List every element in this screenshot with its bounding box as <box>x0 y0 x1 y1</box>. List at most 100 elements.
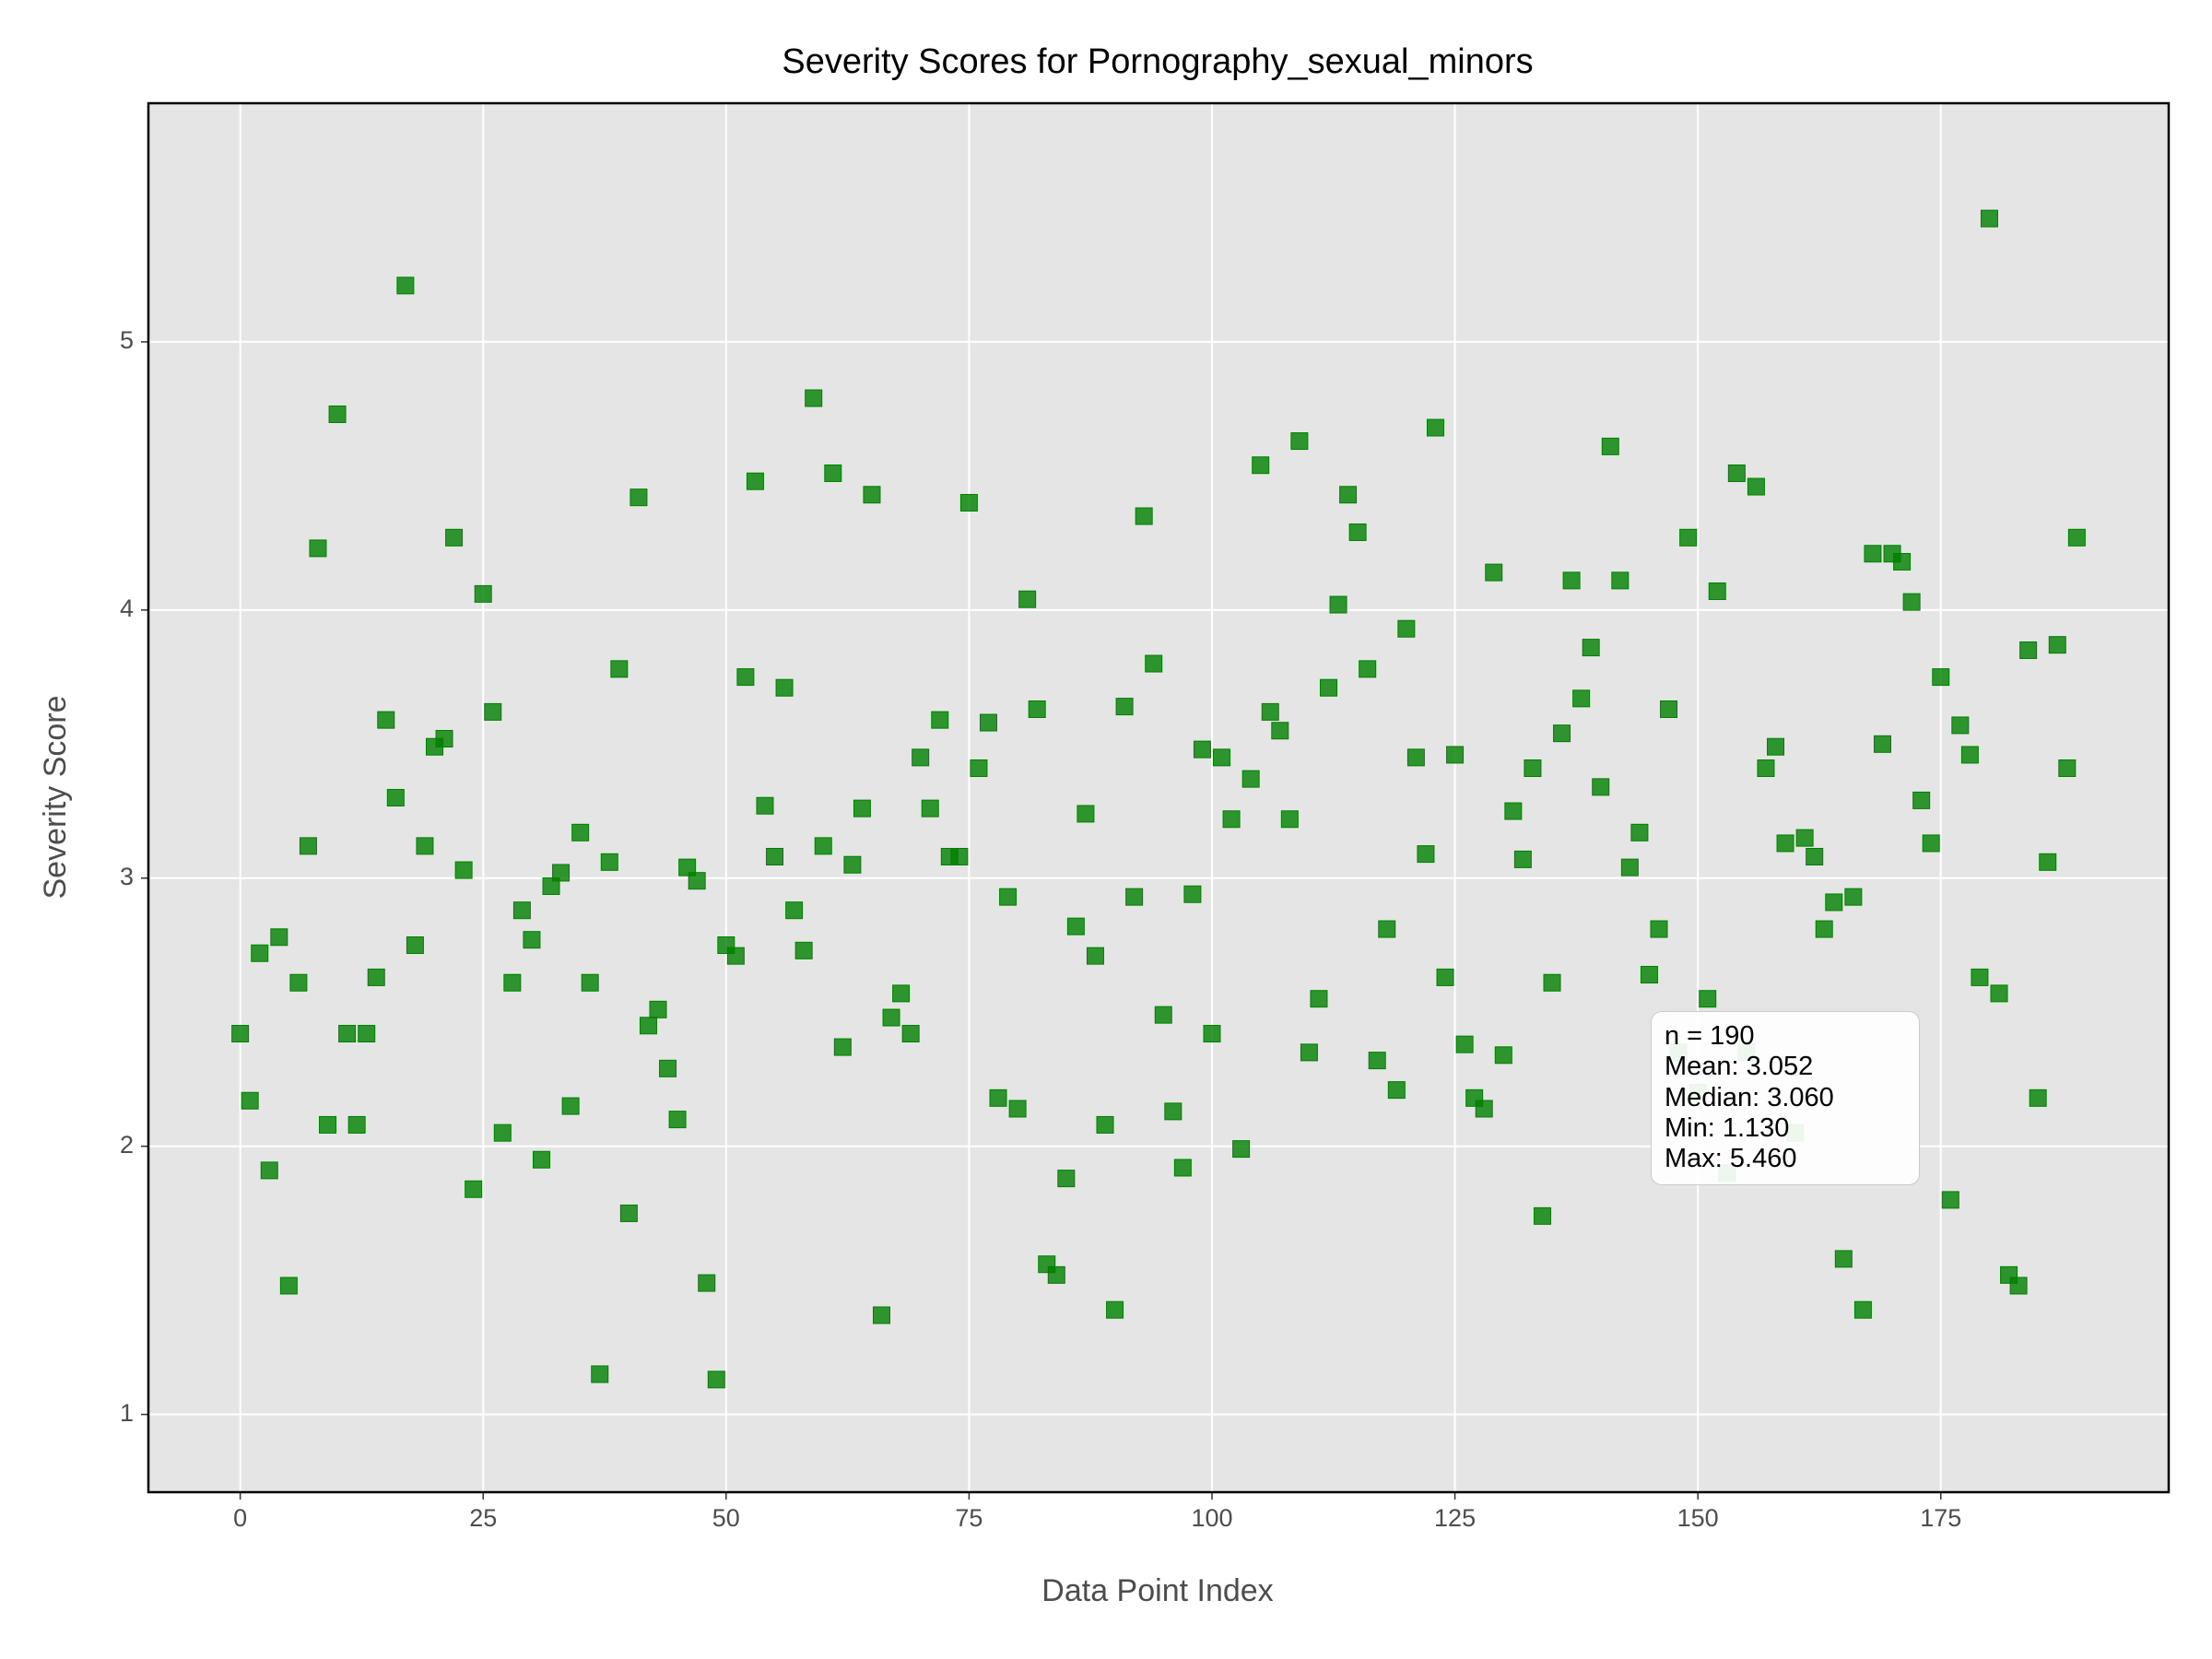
point <box>1679 528 1698 547</box>
point <box>1378 920 1396 938</box>
point <box>523 931 541 949</box>
point <box>1145 654 1163 673</box>
x-tick-label: 125 <box>1434 1504 1476 1532</box>
point <box>1825 893 1843 912</box>
point <box>591 1365 609 1383</box>
point <box>1767 737 1785 756</box>
point <box>1630 823 1649 841</box>
point <box>1912 791 1931 809</box>
point <box>1873 735 1891 753</box>
point <box>989 1088 1007 1107</box>
point <box>435 729 453 747</box>
stats-line: Max: 5.460 <box>1665 1144 1797 1174</box>
point <box>979 713 997 732</box>
point <box>1543 973 1561 992</box>
point <box>1300 1043 1318 1062</box>
point <box>649 1000 667 1018</box>
point <box>2029 1088 2047 1107</box>
point <box>396 276 415 295</box>
point <box>1339 486 1358 504</box>
x-tick-label: 100 <box>1191 1504 1232 1532</box>
point <box>746 472 764 490</box>
point <box>853 799 871 818</box>
point <box>1864 545 1882 563</box>
point <box>912 748 930 767</box>
point <box>1524 759 1542 777</box>
point <box>1815 920 1833 938</box>
point <box>1164 1102 1182 1121</box>
stats-line: Min: 1.130 <box>1665 1113 1790 1144</box>
point <box>1426 418 1444 437</box>
point <box>1971 968 1989 986</box>
point <box>445 528 464 547</box>
point <box>892 984 911 1003</box>
point <box>629 488 648 507</box>
point <box>1592 778 1610 796</box>
point <box>970 759 988 777</box>
x-axis-label: Data Point Index <box>1041 1573 1273 1608</box>
point <box>289 973 308 992</box>
point <box>1795 829 1814 847</box>
point <box>1485 563 1503 582</box>
stats-box: n = 190 Mean: 3.052 Median: 3.060 Min: 1.13… <box>1651 1011 1920 1185</box>
point <box>1213 748 1231 767</box>
point <box>1446 746 1465 764</box>
point <box>1193 740 1211 759</box>
point <box>260 1161 278 1180</box>
point <box>882 1008 900 1027</box>
point <box>299 837 317 855</box>
chart-title: Severity Scores for Pornography_sexual_m… <box>782 42 1533 81</box>
point <box>873 1306 891 1324</box>
y-tick-label: 4 <box>120 594 134 622</box>
point <box>319 1115 337 1134</box>
point <box>756 796 774 815</box>
point <box>805 389 823 407</box>
point <box>1154 1006 1172 1024</box>
x-tick-label: 50 <box>712 1504 740 1532</box>
point <box>406 936 424 955</box>
point <box>610 660 629 678</box>
point <box>1494 1046 1512 1065</box>
point <box>552 864 571 882</box>
point <box>1066 917 1085 935</box>
point <box>736 668 755 687</box>
point <box>619 1204 638 1222</box>
point <box>1280 810 1299 829</box>
point <box>1057 1170 1076 1188</box>
point <box>668 1111 687 1129</box>
point <box>959 493 978 512</box>
point <box>1650 920 1668 938</box>
point <box>766 848 784 866</box>
point <box>814 837 832 855</box>
point <box>726 947 745 965</box>
point <box>1582 639 1600 657</box>
point <box>484 702 502 721</box>
point <box>863 486 881 504</box>
point <box>1980 209 1998 228</box>
point <box>1359 660 1377 678</box>
point <box>1941 1191 1959 1209</box>
point <box>1436 968 1454 986</box>
point <box>1387 1081 1406 1100</box>
point <box>358 1025 376 1043</box>
point <box>1115 698 1134 716</box>
point <box>659 1059 677 1077</box>
point <box>1290 432 1309 451</box>
point <box>328 405 347 423</box>
point <box>843 855 862 874</box>
point <box>678 858 697 877</box>
point <box>2019 641 2038 659</box>
point <box>921 799 939 818</box>
stats-line: n = 190 <box>1665 1021 1755 1051</box>
point <box>1125 888 1144 906</box>
point <box>775 678 794 697</box>
point <box>824 464 842 482</box>
point <box>698 1274 716 1292</box>
point <box>474 584 492 603</box>
point <box>1106 1300 1124 1319</box>
point <box>377 711 395 729</box>
point <box>950 848 969 866</box>
x-tick-label: 175 <box>1920 1504 1961 1532</box>
point <box>571 823 590 841</box>
